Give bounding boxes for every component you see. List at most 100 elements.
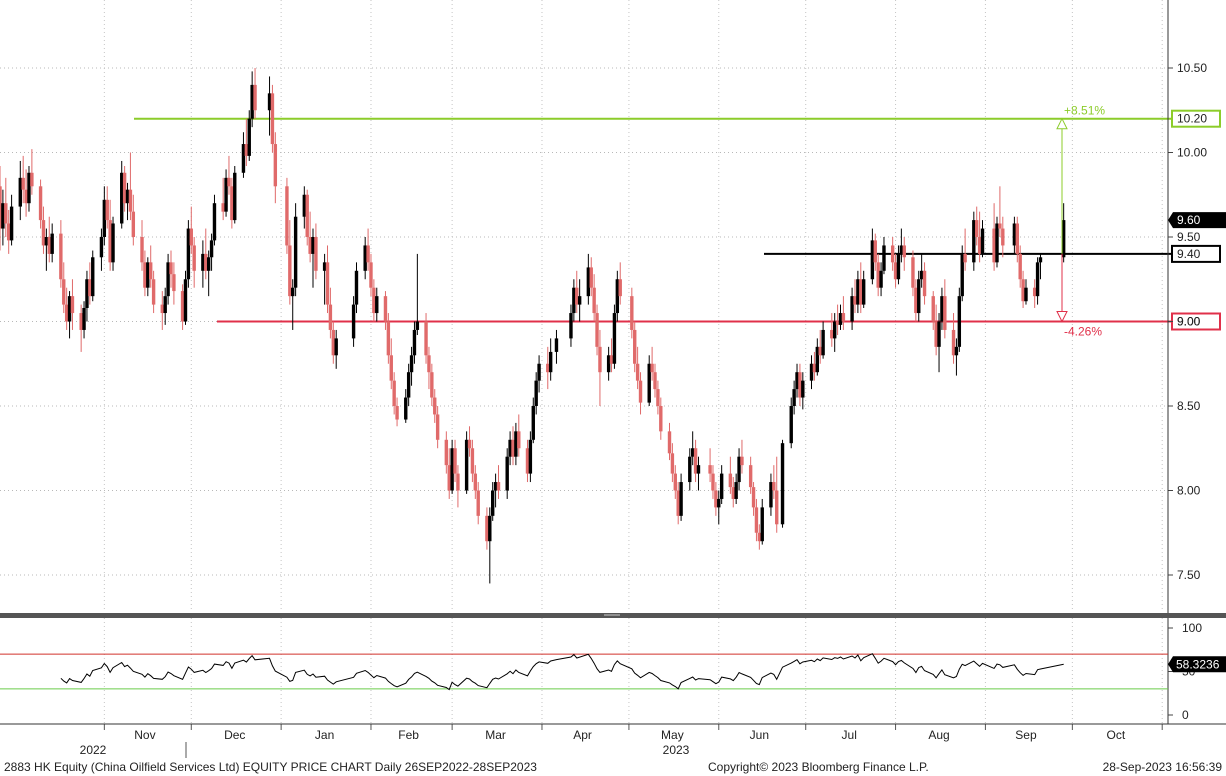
candle-body (102, 199, 107, 237)
candle (902, 237, 906, 271)
candle (919, 253, 924, 288)
candle (960, 245, 964, 302)
candle-body (609, 355, 614, 364)
candle-body (835, 321, 840, 325)
candle (537, 355, 541, 393)
candle-body (70, 296, 75, 314)
candle-body (589, 267, 593, 288)
rsi-last-label: 58.3236 (1176, 657, 1220, 671)
candle (633, 321, 637, 373)
candle-body (914, 287, 918, 314)
candle (233, 166, 237, 224)
candle-body (88, 279, 92, 297)
candle (314, 223, 318, 280)
candle (1061, 203, 1066, 263)
candle (386, 313, 391, 364)
candle-body (6, 223, 11, 241)
candle-body (79, 313, 83, 330)
candle-body (27, 172, 31, 204)
candle (273, 132, 278, 204)
candle-body (769, 482, 773, 508)
candle-body (586, 267, 591, 297)
candle (111, 216, 115, 271)
candle-body (514, 431, 518, 457)
candle (47, 216, 51, 263)
candle-body (882, 245, 886, 271)
candle-body (433, 397, 437, 415)
candle (183, 270, 188, 325)
candle-body (50, 233, 54, 254)
candle-body (221, 203, 225, 212)
month-label: Jul (842, 728, 857, 742)
candle (821, 321, 825, 359)
candle-body (957, 296, 962, 347)
price-tick-label: 10.00 (1177, 146, 1207, 160)
candle-body (760, 507, 764, 542)
candle (618, 262, 622, 305)
candle-body (1024, 287, 1028, 302)
candle (688, 448, 692, 491)
candle-body (635, 363, 640, 381)
candle-body (896, 253, 901, 280)
candle (247, 110, 251, 161)
candle (325, 245, 330, 314)
candle-body (525, 448, 530, 474)
candle-body (615, 279, 620, 314)
candle (835, 304, 840, 336)
candle-body (734, 482, 738, 499)
candle-body (488, 515, 492, 542)
candle-body (273, 144, 278, 187)
candle-body (937, 321, 941, 347)
candle (998, 186, 1002, 237)
candle-body (696, 465, 701, 474)
candle (963, 228, 967, 271)
candle (253, 68, 257, 119)
candle (244, 118, 249, 167)
candle-body (1, 203, 5, 229)
candle-body (447, 465, 451, 491)
candle-body (1038, 257, 1043, 263)
candle (1024, 279, 1028, 305)
candle (992, 203, 996, 271)
candle (125, 182, 130, 221)
candle-body (1032, 287, 1037, 297)
candle-body (659, 406, 663, 432)
candle (931, 291, 935, 330)
candle-body (464, 439, 469, 491)
pct-annotation-down: -4.26% (1064, 325, 1102, 339)
candle-body (673, 473, 677, 491)
candle (635, 346, 640, 390)
candle-body (9, 206, 14, 241)
candle-body (911, 257, 915, 288)
candle-body (305, 194, 309, 237)
candle-body (890, 245, 895, 263)
candle-body (633, 329, 637, 364)
candle-body (748, 465, 753, 488)
candle-body (917, 279, 921, 314)
candle (775, 456, 779, 533)
candle-body (737, 456, 741, 483)
candle-body (508, 439, 512, 457)
candle-body (789, 406, 793, 444)
candle (267, 76, 272, 136)
candle-body (444, 439, 449, 466)
candle (876, 253, 880, 297)
candle-body (899, 245, 904, 254)
candle (392, 372, 396, 415)
candle-body (21, 177, 25, 190)
candle (444, 431, 449, 474)
candle (1035, 257, 1040, 305)
candle-body (711, 473, 715, 491)
candle-body (838, 313, 843, 325)
candle (647, 355, 651, 406)
candle (995, 216, 999, 268)
candle (890, 237, 895, 271)
candle (772, 465, 776, 499)
candle-body (818, 346, 822, 356)
candle-body (206, 257, 211, 271)
candle (172, 262, 176, 305)
candle (554, 329, 559, 364)
candle (751, 482, 756, 516)
candle (731, 476, 735, 508)
candle (893, 253, 898, 288)
